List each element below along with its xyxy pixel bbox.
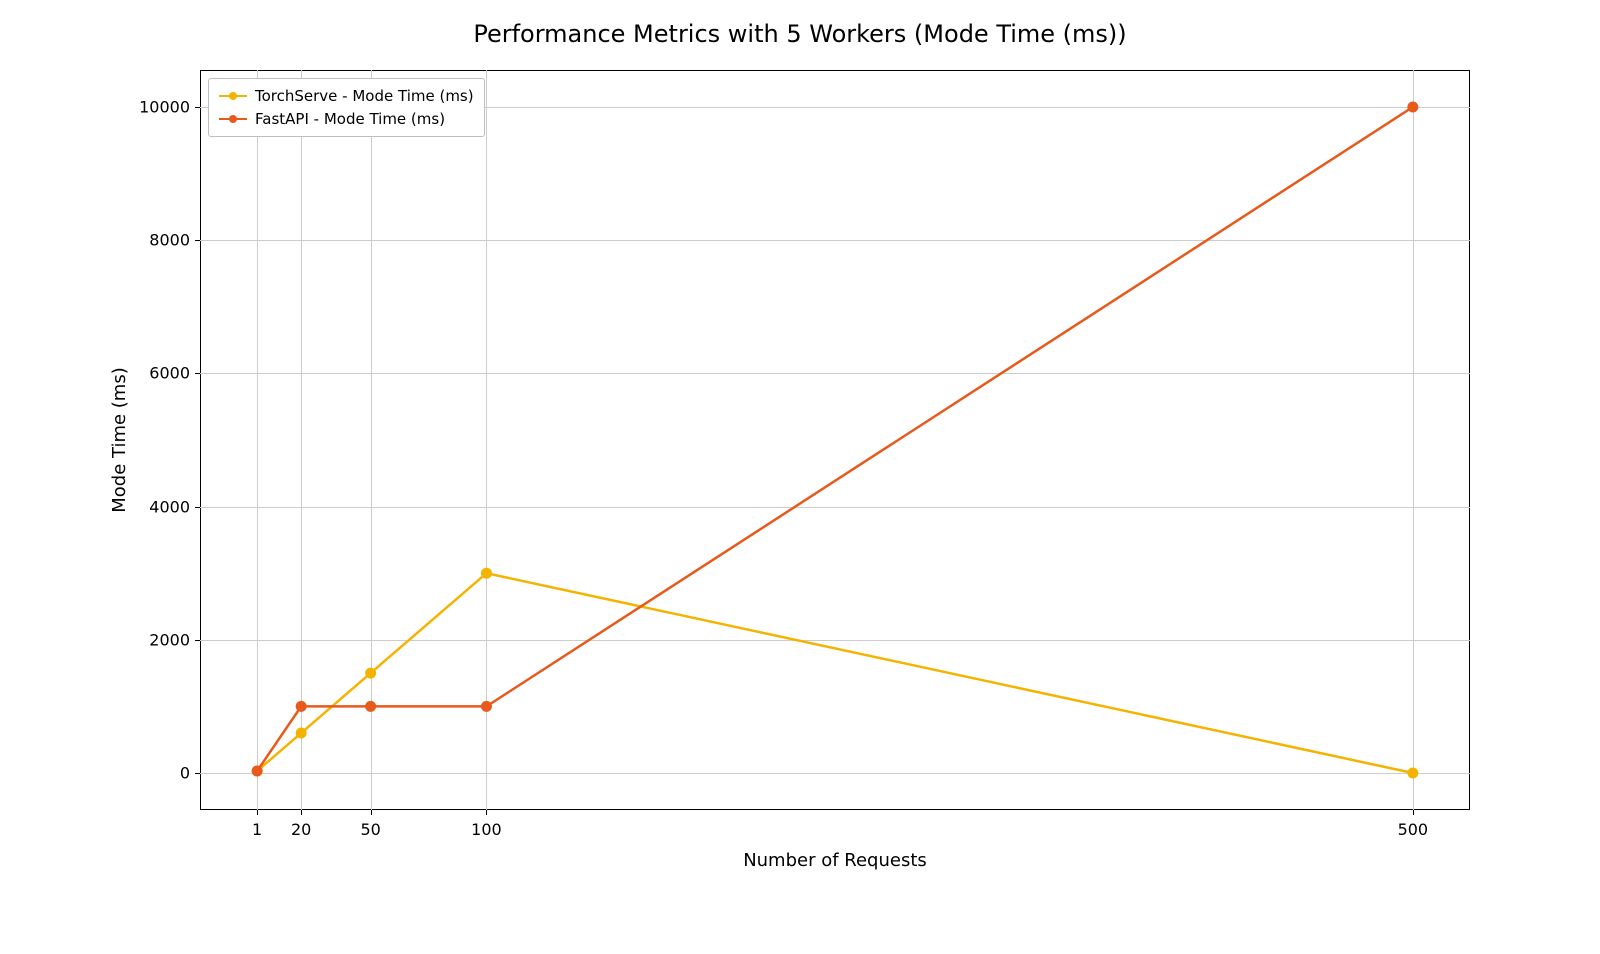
series-marker-0: [365, 668, 376, 679]
legend-label: FastAPI - Mode Time (ms): [255, 108, 445, 131]
y-tick-label: 4000: [149, 497, 200, 516]
y-tick-label: 0: [180, 764, 200, 783]
x-tick-mark: [371, 810, 372, 815]
x-tick-mark: [301, 810, 302, 815]
x-tick-label: 50: [360, 820, 380, 839]
legend-row: FastAPI - Mode Time (ms): [219, 108, 474, 131]
series-marker-1: [365, 701, 376, 712]
series-line-1: [257, 107, 1413, 771]
x-tick-mark: [257, 810, 258, 815]
legend: TorchServe - Mode Time (ms)FastAPI - Mod…: [208, 78, 485, 137]
y-tick-label: 6000: [149, 364, 200, 383]
y-tick-label: 10000: [139, 98, 200, 117]
x-tick-label: 500: [1398, 820, 1429, 839]
x-tick-label: 100: [471, 820, 502, 839]
chart-title: Performance Metrics with 5 Workers (Mode…: [90, 20, 1510, 48]
legend-swatch: [219, 95, 247, 97]
x-tick-label: 20: [291, 820, 311, 839]
series-marker-0: [1407, 768, 1418, 779]
y-tick-label: 2000: [149, 630, 200, 649]
y-tick-label: 8000: [149, 231, 200, 250]
x-axis-label: Number of Requests: [200, 850, 1470, 871]
series-marker-1: [481, 701, 492, 712]
y-axis-label: Mode Time (ms): [109, 367, 130, 513]
series-marker-1: [296, 701, 307, 712]
legend-marker-icon: [229, 115, 237, 123]
legend-row: TorchServe - Mode Time (ms): [219, 85, 474, 108]
legend-label: TorchServe - Mode Time (ms): [255, 85, 474, 108]
legend-swatch: [219, 118, 247, 120]
legend-marker-icon: [229, 92, 237, 100]
series-line-0: [257, 573, 1413, 773]
plot-svg: [200, 70, 1470, 810]
performance-chart: Performance Metrics with 5 Workers (Mode…: [90, 20, 1510, 900]
x-tick-mark: [486, 810, 487, 815]
plot-area: TorchServe - Mode Time (ms)FastAPI - Mod…: [200, 70, 1470, 810]
series-marker-1: [252, 766, 263, 777]
x-tick-label: 1: [252, 820, 262, 839]
series-marker-0: [296, 728, 307, 739]
series-marker-1: [1407, 102, 1418, 113]
x-tick-mark: [1413, 810, 1414, 815]
series-marker-0: [481, 568, 492, 579]
